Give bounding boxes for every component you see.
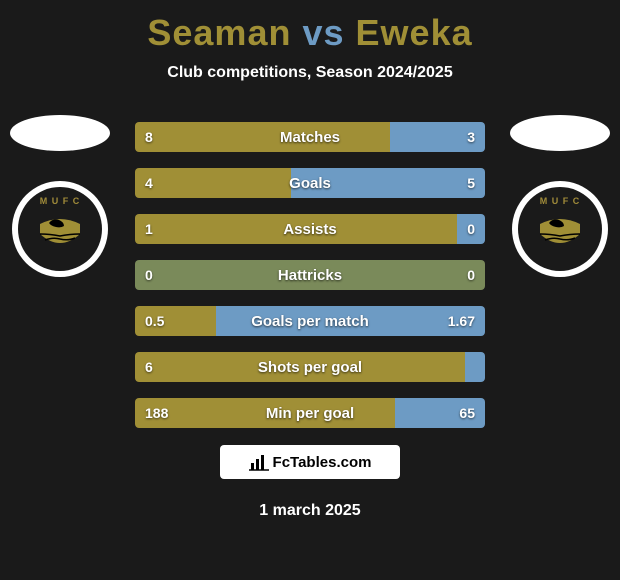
right-flag-icon [510,115,610,151]
stat-value-right: 0 [457,221,485,237]
lion-shield-icon [535,204,585,254]
stat-bar-right: 3 [390,122,485,152]
bar-chart-icon [249,452,269,472]
stat-value-right: 5 [457,175,485,191]
stat-bar-left: 6 [135,352,465,382]
stat-bar-right: 5 [291,168,485,198]
title-player1: Seaman [147,12,291,53]
stat-value-right: 1.67 [438,313,485,329]
stat-row: 45Goals [135,168,485,198]
stat-row: 18865Min per goal [135,398,485,428]
stat-row: 10Assists [135,214,485,244]
stat-value-left: 188 [135,405,178,421]
stat-row: 6Shots per goal [135,352,485,382]
stat-value-left: 0.5 [135,313,174,329]
stat-bar-right: 65 [395,398,485,428]
stat-value-left: 4 [135,175,163,191]
stat-bar-right: 0 [457,214,485,244]
right-player-column: M U F C [500,115,620,277]
left-player-column: M U F C [0,115,120,277]
stat-value-right: 65 [449,405,485,421]
stat-bar-right: 1.67 [216,306,485,336]
stat-bar-left: 8 [135,122,390,152]
stat-value-right: 0 [457,267,485,283]
stat-row: 0.51.67Goals per match [135,306,485,336]
left-club-badge: M U F C [12,181,108,277]
title-player2: Eweka [356,12,473,53]
left-badge-text: M U F C [18,196,102,206]
stat-value-left: 0 [135,267,163,283]
stat-value-left: 6 [135,359,163,375]
title-vs: vs [302,12,344,53]
stat-bar-left: 0.5 [135,306,216,336]
subtitle: Club competitions, Season 2024/2025 [0,64,620,82]
stat-row: 83Matches [135,122,485,152]
stat-bar-right [465,352,485,382]
date-text: 1 march 2025 [0,502,620,520]
stats-bar-chart: 83Matches45Goals10Assists00Hattricks0.51… [135,122,485,444]
left-flag-icon [10,115,110,151]
brand-text: FcTables.com [273,454,372,471]
stat-bar-right: 0 [310,260,485,290]
brand-chip: FcTables.com [220,445,400,479]
stat-row: 00Hattricks [135,260,485,290]
stat-bar-left: 188 [135,398,395,428]
stat-bar-left: 4 [135,168,291,198]
right-club-badge: M U F C [512,181,608,277]
stat-value-right: 3 [457,129,485,145]
stat-bar-left: 1 [135,214,457,244]
right-badge-text: M U F C [518,196,602,206]
stat-value-left: 8 [135,129,163,145]
stat-bar-left: 0 [135,260,310,290]
lion-shield-icon [35,204,85,254]
stat-value-left: 1 [135,221,163,237]
